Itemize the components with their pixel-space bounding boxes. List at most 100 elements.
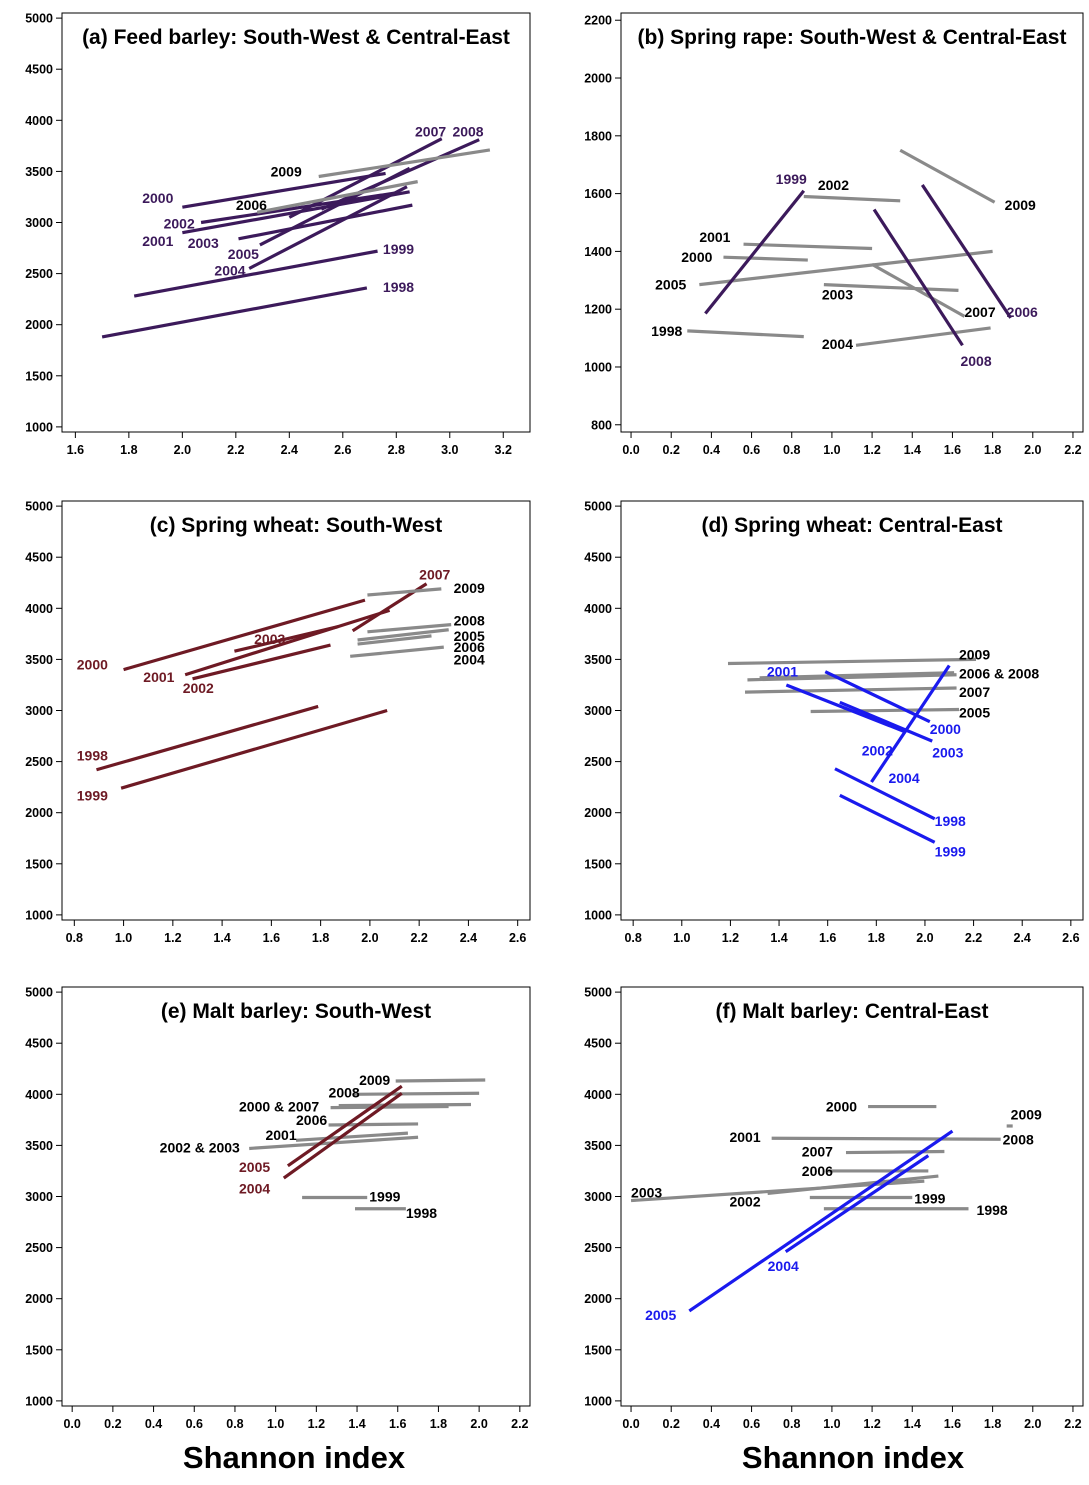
y-tick-label: 1200 [584, 303, 612, 317]
x-tick-label: 2.6 [1062, 931, 1079, 945]
series-line [101, 286, 368, 339]
x-tick-label: 1.2 [863, 1417, 880, 1431]
y-tick-label: 2500 [584, 755, 612, 769]
y-tick-label: 1000 [25, 1394, 53, 1408]
year-label: 2006 [236, 197, 267, 213]
y-tick-label: 1500 [25, 857, 53, 871]
year-label: 2001 [729, 1129, 760, 1145]
y-tick-label: 3000 [584, 704, 612, 718]
y-tick-label: 3000 [25, 216, 53, 230]
year-label: 2005 [239, 1159, 270, 1175]
year-label: 2005 [655, 277, 686, 293]
y-tick-label: 1500 [25, 369, 53, 383]
series-line [123, 598, 366, 672]
y-tick-label: 800 [591, 418, 612, 432]
y-tick-label: 1500 [25, 1343, 53, 1357]
y-tick-label: 4500 [25, 63, 53, 77]
series-line [238, 203, 413, 241]
y-tick-label: 2000 [584, 1292, 612, 1306]
x-tick-label: 1.2 [722, 931, 739, 945]
x-tick-label: 1.6 [67, 443, 84, 457]
series-line [785, 683, 907, 734]
panel-title: (e) Malt barley: South-West [161, 1000, 431, 1023]
year-label: 2000 & 2007 [239, 1099, 319, 1115]
x-tick-label: 1.6 [389, 1417, 406, 1431]
x-tick-label: 2.2 [965, 931, 982, 945]
y-tick-label: 2000 [584, 806, 612, 820]
year-label: 2002 & 2003 [160, 1139, 240, 1155]
series-line [855, 326, 991, 347]
x-tick-label: 0.0 [622, 1417, 639, 1431]
series-line [747, 673, 957, 682]
y-tick-label: 5000 [584, 500, 612, 514]
x-tick-label: 2.4 [281, 443, 298, 457]
year-label: 1999 [383, 241, 414, 257]
year-label: 2005 [228, 246, 259, 262]
year-label: 2007 [419, 567, 450, 583]
y-tick-label: 2200 [584, 14, 612, 28]
x-tick-label: 1.0 [267, 1417, 284, 1431]
y-tick-label: 3500 [25, 165, 53, 179]
y-tick-label: 1000 [25, 420, 53, 434]
plot-frame [620, 12, 1084, 433]
series-line [688, 1129, 954, 1313]
x-tick-label: 2.6 [334, 443, 351, 457]
y-tick-label: 2500 [584, 1241, 612, 1255]
series-line [845, 1149, 945, 1155]
y-tick-label: 4000 [584, 602, 612, 616]
series-line [744, 686, 957, 694]
y-tick-label: 2500 [25, 755, 53, 769]
year-label: 2008 [1003, 1131, 1034, 1147]
year-label: 2003 [188, 235, 219, 251]
y-tick-label: 1000 [584, 908, 612, 922]
series-line [288, 137, 443, 219]
series-line [810, 707, 960, 714]
x-tick-label: 0.0 [622, 443, 639, 457]
year-label: 2006 [1007, 304, 1038, 320]
x-tick-label: 1.8 [984, 1417, 1001, 1431]
series-line [352, 1091, 480, 1096]
x-tick-label: 0.8 [783, 443, 800, 457]
x-tick-label: 1.6 [944, 443, 961, 457]
y-tick-label: 2000 [25, 318, 53, 332]
series-line [871, 263, 966, 318]
x-tick-label: 2.2 [410, 931, 427, 945]
year-label: 2005 [959, 705, 990, 721]
year-label: 2001 [142, 233, 173, 249]
x-tick-label: 2.2 [511, 1417, 528, 1431]
year-label: 2009 [271, 163, 302, 179]
x-tick-label: 1.2 [863, 443, 880, 457]
year-label: 2008 [329, 1084, 360, 1100]
year-label: 2001 [265, 1127, 296, 1143]
series-line [824, 670, 931, 724]
year-label: 2001 [143, 669, 174, 685]
y-tick-label: 5000 [25, 500, 53, 514]
y-tick-label: 1600 [584, 187, 612, 201]
y-tick-label: 2000 [584, 72, 612, 86]
year-label: 2009 [959, 646, 990, 662]
y-tick-label: 2000 [25, 806, 53, 820]
series-line [330, 1104, 449, 1110]
y-tick-label: 5000 [25, 12, 53, 26]
x-tick-label: 3.2 [495, 443, 512, 457]
panel-f: 0.0 0.2 0.4 0.6 0.8 1.0 1.2 1.4 1.6 1.8 2.0 2.2 1000… [584, 986, 1084, 1431]
series-line [771, 1136, 1001, 1141]
series-line [367, 623, 452, 634]
series-line [759, 671, 955, 680]
x-tick-label: 3.0 [441, 443, 458, 457]
x-tick-label: 1.8 [984, 443, 1001, 457]
series-line [723, 255, 808, 262]
year-label: 2000 [142, 190, 173, 206]
series-line [184, 608, 391, 677]
y-tick-label: 4000 [25, 1088, 53, 1102]
panel-a: 1.6 1.8 2.0 2.2 2.4 2.6 2.8 3.0 3.2 1000 1500 2000 2… [25, 12, 531, 457]
year-label: 1998 [977, 1202, 1008, 1218]
y-tick-label: 1000 [584, 1394, 612, 1408]
series-line [704, 189, 806, 315]
x-tick-label: 1.6 [819, 931, 836, 945]
series-line [823, 283, 959, 293]
x-tick-label: 2.0 [1024, 443, 1041, 457]
year-label: 2004 [768, 1258, 799, 1274]
panel-title: (f) Malt barley: Central-East [715, 1000, 988, 1023]
